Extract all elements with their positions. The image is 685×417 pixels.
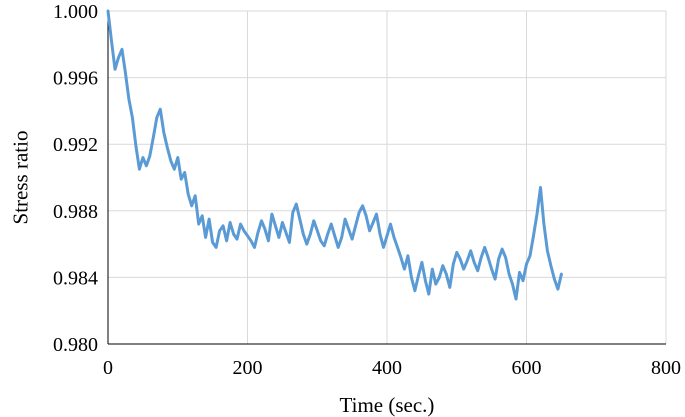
x-tick-label: 200	[233, 357, 263, 379]
y-tick-label: 0.980	[53, 334, 98, 356]
x-tick-label: 600	[512, 357, 542, 379]
axes	[107, 11, 666, 345]
x-tick-label: 400	[372, 357, 402, 379]
grid	[108, 10, 667, 344]
y-tick-label: 1.000	[53, 1, 98, 23]
tick-labels: 0.980 0.984 0.988 0.992 0.996 1.000 0 200 400 600…	[53, 1, 681, 379]
series-line	[106, 9, 563, 301]
x-tick-label: 800	[651, 357, 681, 379]
y-tick-label: 0.992	[53, 134, 98, 156]
y-axis-title: Stress ratio	[8, 131, 32, 225]
x-tick-label: 0	[103, 357, 113, 379]
y-tick-label: 0.984	[53, 267, 98, 289]
series-layer	[106, 9, 563, 301]
x-axis-title: Time (sec.)	[340, 393, 435, 417]
y-tick-label: 0.996	[53, 68, 98, 90]
y-tick-label: 0.988	[53, 201, 98, 223]
